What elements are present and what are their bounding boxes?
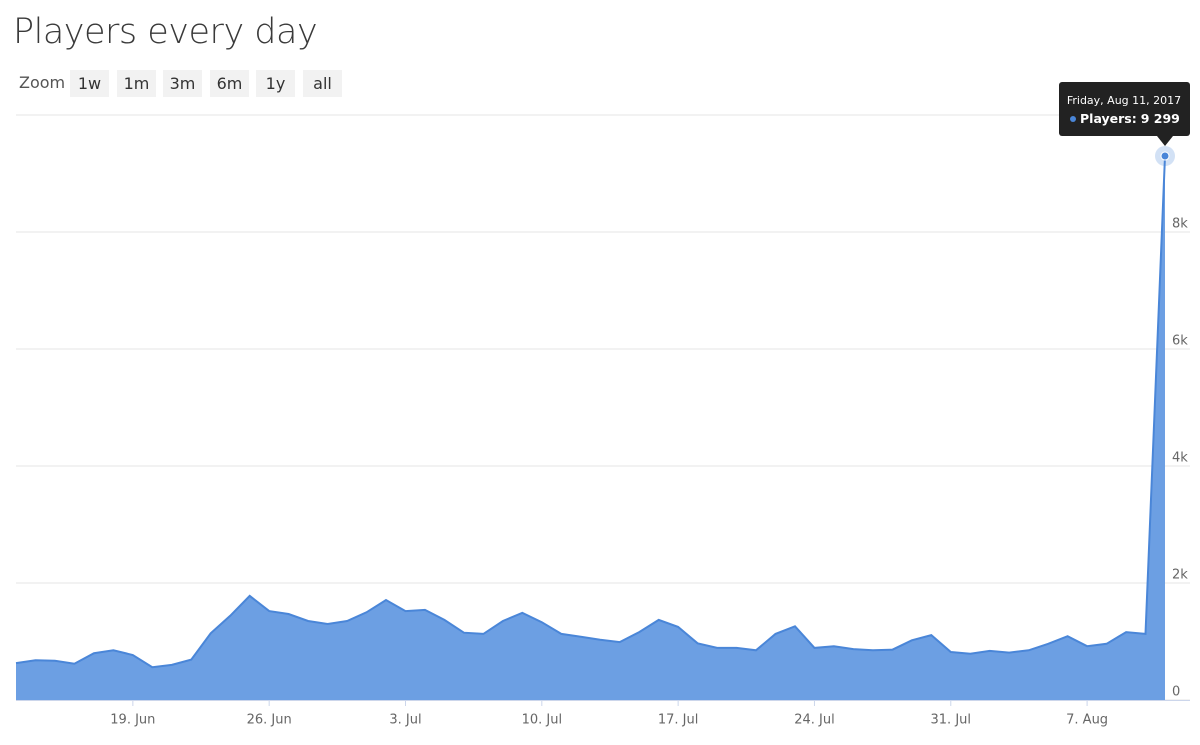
tooltip-text: Players: 9 299 (1080, 111, 1180, 126)
x-tick-label: 19. Jun (110, 713, 155, 728)
y-tick-label: 4k (1172, 451, 1188, 466)
tooltip: Friday, Aug 11, 2017 Players: 9 299 (1059, 82, 1190, 146)
zoom-button[interactable]: 3m (163, 70, 202, 97)
zoom-button[interactable]: 1y (256, 70, 295, 97)
x-tick-label: 7. Aug (1066, 713, 1108, 728)
zoom-button[interactable]: 1m (117, 70, 156, 97)
highlight-point (1160, 151, 1170, 161)
tooltip-value: 9 299 (1141, 111, 1180, 126)
chart-title: Players every day (13, 12, 318, 52)
y-tick-label: 0 (1172, 685, 1180, 700)
x-tick-label: 17. Jul (658, 713, 699, 728)
x-tick-label: 26. Jun (247, 713, 292, 728)
zoom-button[interactable]: 6m (210, 70, 249, 97)
zoom-label: Zoom (19, 73, 66, 92)
x-tick-label: 10. Jul (522, 713, 563, 728)
line (15, 155, 1166, 669)
zoom-button[interactable]: 1w (70, 70, 109, 97)
tooltip-dot (1070, 116, 1076, 122)
tooltip-label: Players: (1080, 111, 1137, 126)
tooltip-box (1059, 82, 1190, 136)
zoom-button[interactable]: all (303, 70, 342, 97)
y-tick-label: 2k (1172, 568, 1188, 583)
x-tick-label: 31. Jul (931, 713, 972, 728)
x-tick-label: 3. Jul (389, 713, 421, 728)
tooltip-pointer (1157, 136, 1173, 146)
tooltip-header: Friday, Aug 11, 2017 (1067, 94, 1181, 107)
y-tick-label: 6k (1172, 334, 1188, 349)
x-tick-label: 24. Jul (794, 713, 835, 728)
area (16, 156, 1165, 700)
y-tick-label: 8k (1172, 217, 1188, 232)
